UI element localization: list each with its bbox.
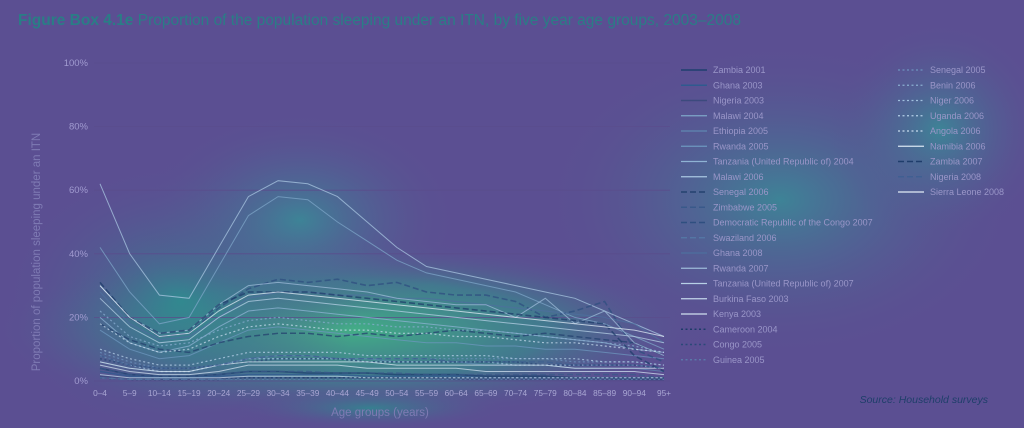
y-axis-label: Proportion of population sleeping under … [31,133,43,371]
series-line [99,281,665,357]
legend-label: Rwanda 2007 [713,263,769,273]
y-tick-label: 0% [74,376,88,387]
series-line [99,323,665,354]
legend-label: Swaziland 2006 [713,233,777,243]
x-tick-label: 65–69 [474,388,497,398]
x-tick-label: 35–39 [296,388,319,398]
x-tick-label: 0–4 [93,388,107,398]
y-tick-label: 100% [64,58,89,69]
legend-label: Ghana 2003 [713,80,763,90]
x-axis-label: Age groups (years) [331,407,429,419]
legend-label: Zambia 2001 [713,65,766,75]
series-line [99,348,665,366]
legend-label: Uganda 2006 [930,111,984,121]
legend-label: Nigeria 2003 [713,96,764,106]
series-line [99,364,665,376]
x-tick-label: 95+ [657,388,671,398]
legend-label: Zimbabwe 2005 [713,202,777,212]
series-line [99,323,665,357]
legend-label: Congo 2005 [713,340,762,350]
series-line [99,374,664,379]
series-line [99,291,665,344]
x-tick-label: 45–49 [356,388,379,398]
legend-label: Malawi 2006 [713,172,764,182]
legend-label: Democratic Republic of the Congo 2007 [713,218,873,228]
source-note: Source: Household surveys [860,394,988,406]
x-axis: 0–4 5–9 10–14 15–19 20–24 25–29 30–34 35–39 40–4… [93,388,671,398]
x-tick-label: 90–94 [623,388,646,398]
source-label: Source: [859,394,896,406]
x-tick-label: 10–14 [148,388,171,398]
series-line [99,196,665,350]
x-tick-label: 80–84 [563,388,586,398]
series-line [99,361,664,372]
legend-label: Senegal 2006 [713,187,769,197]
x-tick-label: 40–44 [326,388,349,398]
legend-label: Tanzania (United Republic of) 2007 [713,279,854,289]
figure-title: Figure Box 4.1e Proportion of the popula… [18,12,741,30]
legend-label: Ethiopia 2005 [713,126,768,136]
series-line [99,367,665,379]
source-text: Household surveys [895,394,988,406]
legend-label: Malawi 2004 [713,111,764,121]
series-line [99,326,665,360]
y-tick-label: 60% [69,185,89,196]
legend-label: Senegal 2005 [930,65,986,75]
legend-label: Angola 2006 [930,126,981,136]
y-tick-label: 40% [69,249,89,260]
legend-label: Burkina Faso 2003 [713,294,789,304]
figure-number: Figure Box 4.1e [18,12,134,29]
y-tick-label: 20% [69,312,89,323]
legend-label: Cameroon 2004 [713,324,778,334]
gridlines [94,62,670,382]
y-tick-label: 80% [69,122,89,133]
x-tick-label: 60–64 [445,388,468,398]
x-tick-label: 55–59 [415,388,438,398]
legend-label: Niger 2006 [930,96,974,106]
x-tick-label: 75–79 [534,388,557,398]
series-line [99,278,665,363]
series-line [99,297,665,344]
x-tick-label: 50–54 [385,388,408,398]
legend-label: Zambia 2007 [930,157,983,167]
legend-label: Guinea 2005 [713,355,765,365]
legend-label: Rwanda 2005 [713,141,769,151]
x-tick-label: 30–34 [267,388,290,398]
legend-label: Benin 2006 [930,80,976,90]
series-line [99,180,665,337]
x-tick-label: 5–9 [123,388,137,398]
series-line [99,310,665,353]
legend-label: Kenya 2003 [713,309,761,319]
legend-label: Tanzania (United Republic of) 2004 [713,157,854,167]
series-line [99,285,665,338]
series-line [99,354,665,369]
y-axis: 0% 20% 40% 60% 80% 100% [64,58,89,387]
legend-label: Namibia 2006 [930,141,986,151]
figure-title-text: Proportion of the population sleeping un… [133,12,741,29]
x-tick-label: 85–89 [593,388,616,398]
x-tick-label: 25–29 [237,388,260,398]
x-tick-label: 70–74 [504,388,527,398]
legend-label: Nigeria 2008 [930,172,981,182]
x-tick-label: 15–19 [178,388,201,398]
x-tick-label: 20–24 [207,388,230,398]
legend-label: Ghana 2008 [713,248,763,258]
series-lines [99,180,665,381]
legend-label: Sierra Leone 2008 [930,187,1004,197]
legend: Zambia 2001 Ghana 2003 Nigeria 2003 Malawi … [681,65,1004,365]
